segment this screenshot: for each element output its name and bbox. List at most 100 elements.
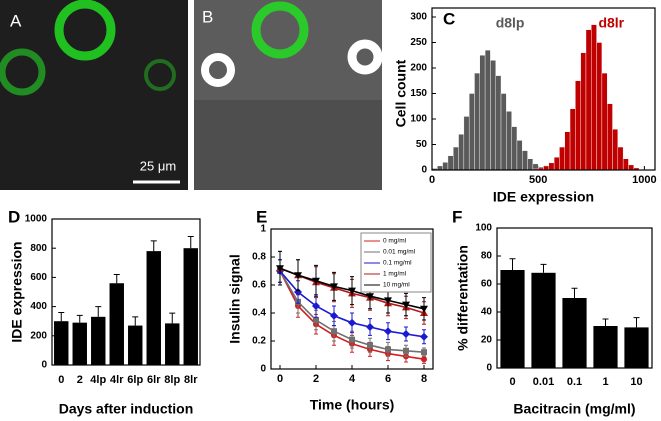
- x-tick-label: 6lr: [147, 374, 161, 386]
- histogram-bar: [607, 103, 613, 171]
- bar: [562, 298, 587, 368]
- histogram-bar: [511, 126, 518, 171]
- scale-bar-label: 25 μm: [140, 158, 176, 173]
- x-tick-label: 0.01: [533, 376, 554, 388]
- cell: [347, 39, 383, 75]
- y-tick-label: 0: [421, 165, 427, 176]
- marker: [330, 283, 338, 291]
- marker: [366, 293, 374, 301]
- marker: [367, 342, 373, 349]
- y-tick-label: 250: [410, 37, 427, 48]
- x-tick-label: 0: [429, 174, 435, 186]
- y-tick-label: 20: [481, 335, 493, 346]
- marker: [421, 356, 427, 363]
- histogram-bar: [506, 111, 512, 171]
- y-tick-label: 200: [30, 330, 47, 341]
- error-bar: [540, 263, 547, 273]
- x-tick-label: 0: [277, 373, 283, 385]
- error-bar: [633, 317, 640, 328]
- x-tick-label: 6: [385, 373, 391, 385]
- x-tick-label: 8: [421, 373, 427, 385]
- y-tick-label: 60: [481, 279, 493, 290]
- cell: [251, 1, 309, 59]
- histogram-bar: [622, 158, 629, 171]
- error-bar: [132, 316, 139, 326]
- bar: [593, 326, 618, 368]
- texture: [194, 100, 382, 190]
- marker: [366, 323, 374, 331]
- x-tick-label: 10: [630, 376, 642, 388]
- histogram-bar: [548, 162, 555, 171]
- y-tick-label: 80: [481, 251, 493, 262]
- bar: [146, 251, 161, 365]
- error-bar: [113, 273, 120, 284]
- marker: [420, 305, 428, 313]
- bar: [109, 283, 124, 365]
- image-label: B: [202, 7, 213, 26]
- legend-label: 0 mg/ml: [383, 238, 407, 245]
- error-bar: [602, 318, 609, 326]
- x-axis-label: Days after induction: [59, 401, 194, 417]
- marker: [294, 272, 302, 280]
- marker: [384, 297, 392, 305]
- y-tick-label: 150: [410, 88, 427, 99]
- x-tick-label: 500: [529, 174, 547, 186]
- x-tick-label: 8lr: [184, 374, 198, 386]
- histogram-bar: [559, 146, 565, 171]
- x-axis-label: Time (hours): [310, 397, 395, 413]
- legend-label: d8lp: [496, 15, 525, 31]
- y-tick-label: 200: [410, 63, 427, 74]
- panel-label: F: [452, 207, 462, 226]
- y-tick-label: 0: [260, 364, 266, 375]
- x-axis-label: IDE expression: [493, 189, 594, 205]
- y-tick-label: 1: [260, 224, 266, 235]
- histogram-bar: [463, 116, 470, 171]
- x-tick-label: 0: [58, 374, 64, 386]
- plot-frame: [496, 227, 653, 369]
- bar: [165, 323, 180, 365]
- marker: [348, 318, 356, 327]
- bar: [500, 270, 525, 368]
- marker: [330, 311, 338, 320]
- y-tick-label: 0.4: [252, 308, 266, 319]
- bar: [128, 325, 143, 365]
- legend-label: 10 mg/ml: [383, 282, 410, 289]
- marker: [294, 288, 302, 296]
- histogram-bar: [447, 155, 454, 171]
- panel-label: C: [443, 9, 455, 28]
- plot-frame: [51, 218, 201, 366]
- x-tick-label: 4lp: [90, 374, 106, 386]
- y-axis-label: Cell count: [393, 59, 409, 127]
- bar: [183, 248, 198, 365]
- histogram-bar: [495, 75, 502, 171]
- y-axis-label: % differentation: [455, 245, 471, 351]
- y-tick-label: 50: [416, 139, 428, 150]
- histogram-bar: [484, 49, 491, 171]
- histogram-bar: [553, 157, 560, 171]
- error-bar: [76, 314, 83, 323]
- y-tick-label: 800: [30, 243, 47, 254]
- x-tick-label: 6lp: [127, 374, 143, 386]
- histogram-bar: [585, 29, 592, 171]
- marker: [349, 336, 355, 343]
- marker: [348, 287, 356, 295]
- error-bar: [169, 312, 176, 324]
- marker: [312, 277, 320, 285]
- y-tick-label: 0.8: [252, 252, 266, 263]
- histogram-bar: [580, 52, 587, 171]
- histogram-bar: [516, 140, 523, 171]
- error-bar: [58, 311, 65, 322]
- histogram-bar: [617, 146, 624, 171]
- image-b: B: [194, 0, 383, 190]
- histogram-bar: [490, 60, 496, 171]
- error-bar: [571, 287, 578, 298]
- marker: [276, 265, 284, 273]
- plot-frame: [270, 228, 434, 370]
- y-tick-label: 0: [486, 363, 492, 374]
- error-bar: [150, 240, 157, 252]
- histogram-bar: [596, 42, 603, 171]
- histogram-bar: [500, 93, 507, 171]
- error-bar: [187, 236, 194, 249]
- marker: [421, 349, 427, 356]
